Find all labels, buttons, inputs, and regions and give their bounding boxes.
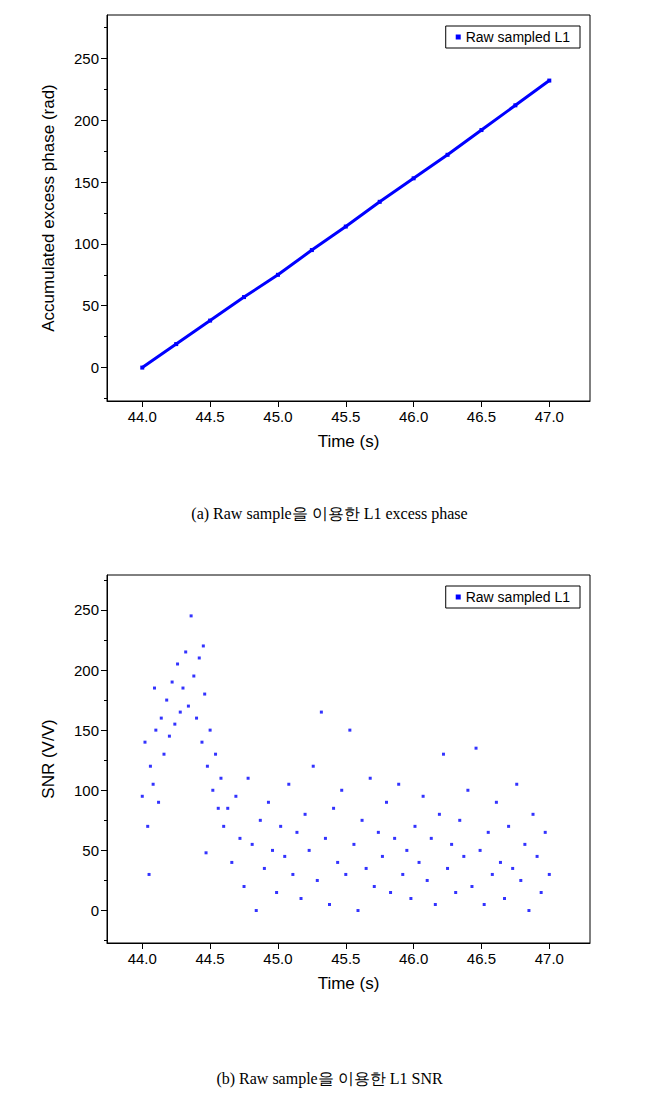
svg-text:45.0: 45.0 (263, 950, 292, 967)
svg-text:50: 50 (82, 297, 99, 314)
svg-text:50: 50 (82, 842, 99, 859)
svg-text:200: 200 (74, 112, 99, 129)
svg-text:0: 0 (91, 359, 99, 376)
svg-text:0: 0 (91, 902, 99, 919)
svg-text:150: 150 (74, 722, 99, 739)
svg-text:100: 100 (74, 782, 99, 799)
svg-text:47.0: 47.0 (535, 950, 564, 967)
svg-text:44.5: 44.5 (196, 950, 225, 967)
svg-text:100: 100 (74, 235, 99, 252)
svg-text:250: 250 (74, 601, 99, 618)
svg-text:Time (s): Time (s) (318, 974, 380, 993)
svg-text:200: 200 (74, 662, 99, 679)
svg-text:44.5: 44.5 (196, 408, 225, 425)
svg-text:SNR (V/V): SNR (V/V) (39, 719, 58, 798)
svg-text:46.0: 46.0 (399, 408, 428, 425)
svg-text:250: 250 (74, 50, 99, 67)
svg-text:46.5: 46.5 (467, 408, 496, 425)
svg-text:44.0: 44.0 (128, 950, 157, 967)
svg-text:45.5: 45.5 (331, 408, 360, 425)
svg-text:Raw sampled L1: Raw sampled L1 (466, 589, 570, 605)
svg-text:Raw sampled L1: Raw sampled L1 (466, 29, 570, 45)
svg-text:47.0: 47.0 (535, 408, 564, 425)
svg-text:44.0: 44.0 (128, 408, 157, 425)
svg-text:45.5: 45.5 (331, 950, 360, 967)
svg-text:Accumulated excess phase (rad): Accumulated excess phase (rad) (39, 84, 58, 332)
svg-text:46.5: 46.5 (467, 950, 496, 967)
svg-text:46.0: 46.0 (399, 950, 428, 967)
svg-text:(b) Raw sample을 이용한 L1 SNR: (b) Raw sample을 이용한 L1 SNR (216, 1070, 443, 1088)
svg-text:45.0: 45.0 (263, 408, 292, 425)
svg-text:(a) Raw sample을 이용한 L1 excess: (a) Raw sample을 이용한 L1 excess phase (191, 505, 467, 523)
svg-text:150: 150 (74, 174, 99, 191)
svg-text:Time (s): Time (s) (318, 432, 380, 451)
